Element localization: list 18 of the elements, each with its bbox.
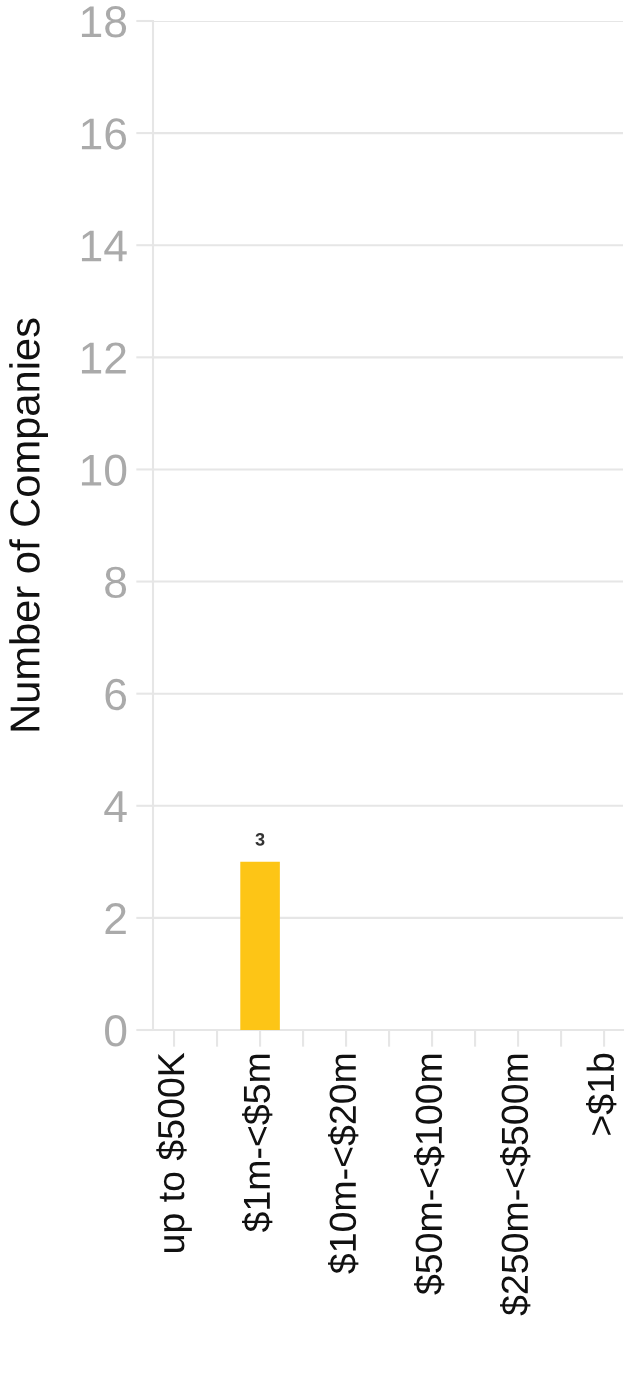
y-tick-label: 16 — [81, 118, 127, 150]
y-tick-label: 14 — [81, 230, 127, 262]
x-tick-label: up to $500K — [156, 1052, 192, 1253]
data-label: 3 — [255, 832, 265, 846]
y-tick-label: 4 — [104, 791, 127, 822]
y-tick-label: 18 — [81, 6, 127, 38]
x-tick-label: >$1b — [586, 1053, 617, 1135]
x-tick-label: $250m-<$500m — [500, 1054, 531, 1316]
y-tick-label: 12 — [81, 342, 126, 374]
y-tick-label: 10 — [81, 454, 127, 486]
x-tick-label: $50m-<$100m — [414, 1054, 445, 1295]
y-axis-title: Number of Companies — [9, 318, 48, 731]
y-tick-label: 0 — [105, 1015, 127, 1047]
y-tick-label: 6 — [105, 678, 127, 711]
y-tick-label: 2 — [105, 902, 126, 934]
x-tick-label: $1m-<$5m — [242, 1054, 273, 1233]
x-tick-label: $10m-<$20m — [328, 1054, 359, 1274]
y-tick-label: 8 — [105, 566, 127, 599]
